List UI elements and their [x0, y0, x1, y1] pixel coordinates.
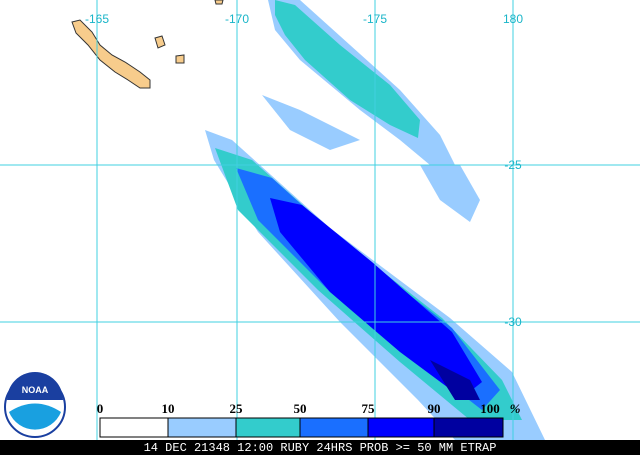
- lat-label: -30: [504, 315, 522, 329]
- lon-label: -175: [363, 12, 387, 26]
- legend-label: 0: [97, 401, 104, 416]
- legend-label: 90: [428, 401, 441, 416]
- lon-label: 180: [503, 12, 523, 26]
- legend-swatch: [235, 417, 301, 438]
- footer-text: 14 DEC 21348 12:00 RUBY 24HRS PROB >= 50…: [144, 441, 497, 455]
- legend-label: 10: [162, 401, 175, 416]
- legend-swatch: [367, 417, 435, 438]
- precip-swath: [262, 95, 360, 150]
- legend-label: 100: [480, 401, 500, 416]
- legend-unit: %: [510, 401, 521, 416]
- legend-swatch: [167, 417, 237, 438]
- land: [175, 54, 185, 64]
- lon-label: -165: [85, 12, 109, 26]
- legend-label: 75: [362, 401, 376, 416]
- precip-swath: [270, 198, 482, 398]
- graticule: [0, 0, 640, 440]
- footer-bar: [0, 440, 640, 455]
- legend-swatch: [299, 417, 369, 438]
- noaa-logo: NOAA: [4, 372, 66, 438]
- legend-swatch: [99, 417, 169, 438]
- precip-swath: [275, 0, 420, 138]
- lat-label: -25: [504, 158, 522, 172]
- land: [214, 0, 224, 5]
- legend-label: 50: [294, 401, 307, 416]
- precip-swath: [430, 360, 480, 400]
- lon-label: -170: [225, 12, 249, 26]
- logo-text: NOAA: [22, 385, 49, 395]
- legend-label: 25: [230, 401, 244, 416]
- land: [154, 35, 166, 49]
- land: [71, 19, 151, 89]
- legend-swatch: [433, 417, 504, 438]
- precip-swath: [420, 165, 480, 222]
